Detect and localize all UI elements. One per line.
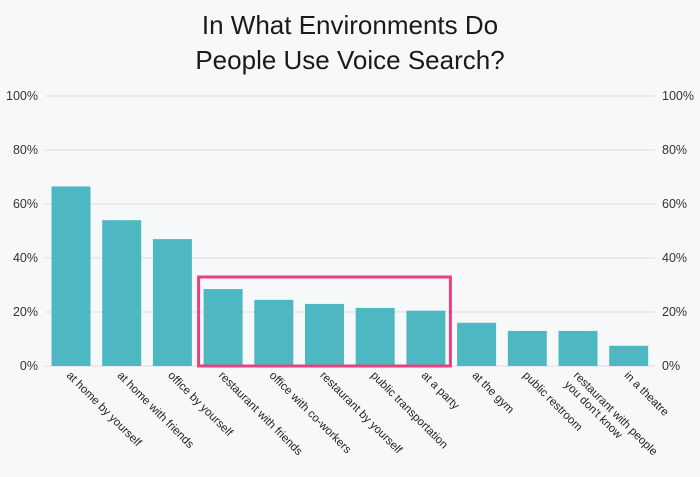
y-tick-label-left: 0%: [20, 359, 38, 373]
chart-title-line-1: In What Environments Do: [202, 10, 498, 40]
bar: [305, 303, 344, 366]
x-tick-label: at the gym: [469, 370, 515, 416]
bar: [406, 310, 446, 366]
bar: [254, 299, 294, 366]
y-tick-label-right: 0%: [662, 359, 680, 373]
bar: [609, 345, 649, 366]
x-tick-label: restaurant by yourself: [317, 370, 404, 457]
bar: [102, 220, 142, 366]
y-axis-left: 0% 20% 40% 60% 80% 100%: [6, 89, 38, 373]
highlight-box: [197, 275, 452, 368]
gridlines: [45, 95, 655, 367]
y-tick-label-right: 40%: [662, 251, 687, 265]
bar: [507, 330, 547, 366]
bar: [355, 307, 395, 366]
y-tick-label-left: 20%: [13, 305, 38, 319]
y-tick-label-right: 20%: [662, 305, 687, 319]
x-tick-label: restaurant with friends: [216, 370, 305, 459]
y-tick-label-left: 40%: [13, 251, 38, 265]
bar: [558, 330, 598, 366]
x-tick-label: office with co-workers: [267, 370, 354, 457]
x-tick-label: at a party: [419, 370, 462, 413]
y-tick-label-left: 100%: [6, 89, 38, 103]
bar: [152, 239, 192, 366]
bar: [457, 322, 497, 366]
y-axis-right: 0% 20% 40% 60% 80% 100%: [662, 89, 694, 373]
y-tick-label-left: 60%: [13, 197, 38, 211]
highlight-rectangle: [197, 275, 452, 368]
bar: [51, 186, 91, 366]
chart-title-line-2: People Use Voice Search?: [195, 45, 504, 75]
x-tick-label: in a theatre: [622, 370, 671, 419]
bar: [203, 289, 243, 366]
y-tick-label-right: 60%: [662, 197, 687, 211]
y-tick-label-right: 100%: [662, 89, 694, 103]
bars: [51, 186, 649, 366]
y-tick-label-right: 80%: [662, 143, 687, 157]
y-tick-label-left: 80%: [13, 143, 38, 157]
